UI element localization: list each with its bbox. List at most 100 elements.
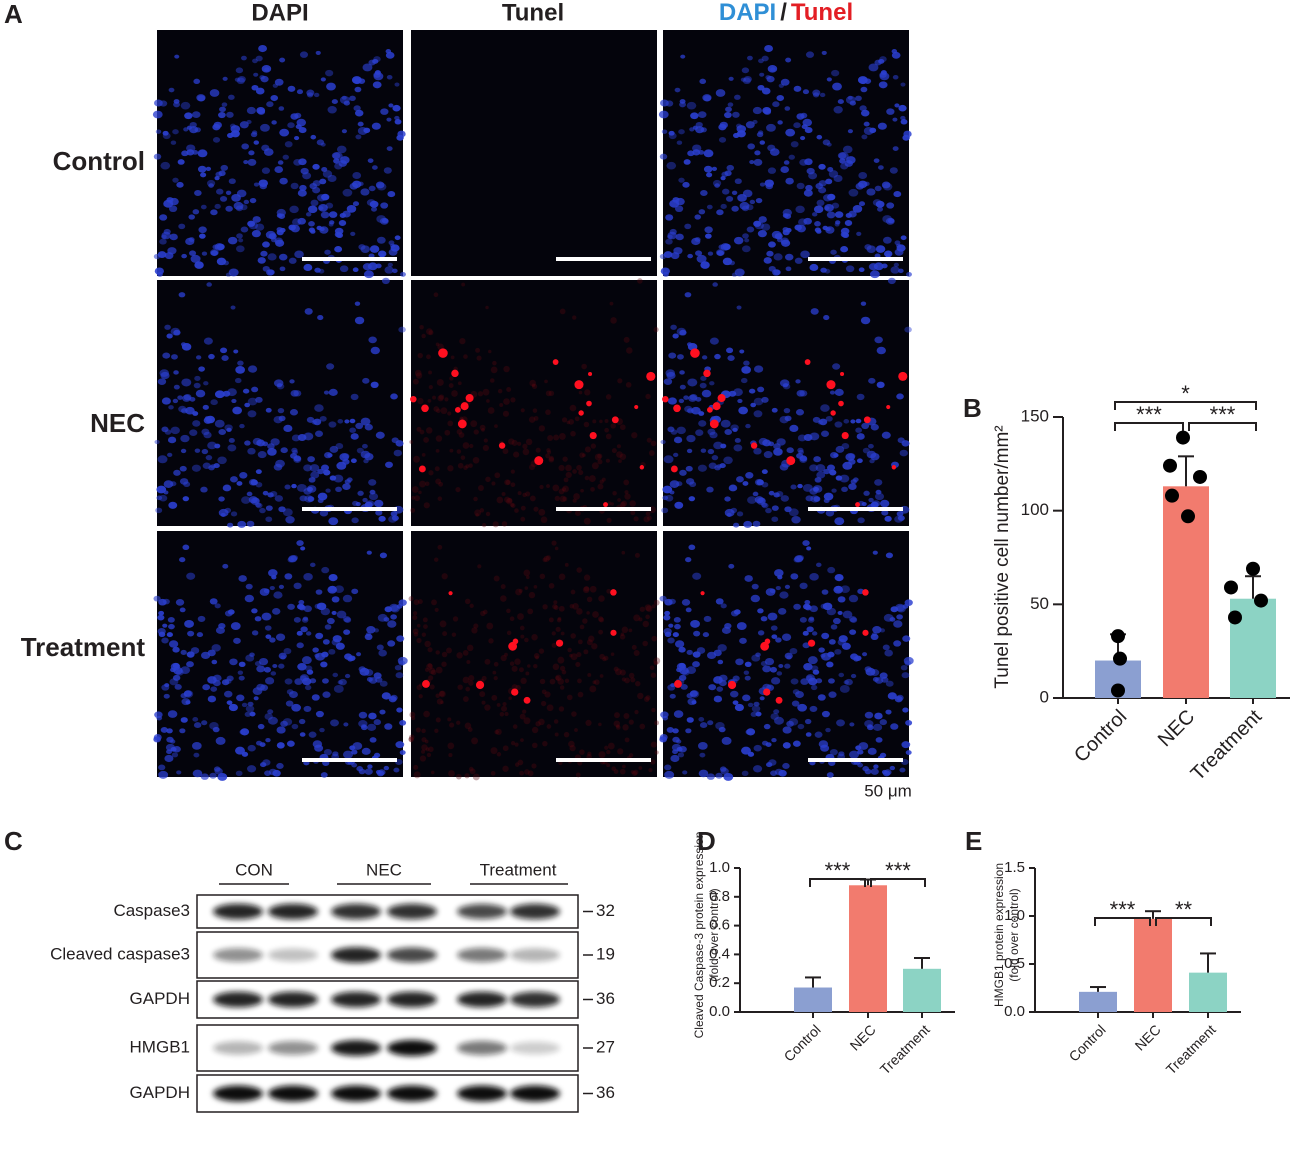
- nucleus: [320, 464, 330, 471]
- background-stain: [588, 475, 596, 483]
- nucleus: [744, 661, 752, 667]
- background-stain: [622, 764, 626, 769]
- nucleus: [863, 490, 870, 496]
- background-stain: [421, 632, 427, 637]
- nucleus: [678, 177, 685, 183]
- nucleus: [808, 172, 818, 180]
- nucleus: [198, 226, 207, 234]
- nucleus: [387, 620, 397, 628]
- nucleus: [886, 108, 895, 115]
- nucleus: [834, 517, 845, 526]
- nucleus: [167, 617, 175, 623]
- nucleus: [297, 189, 307, 197]
- nucleus: [758, 216, 767, 223]
- nucleus: [285, 700, 294, 707]
- nucleus: [713, 695, 723, 703]
- nucleus: [761, 469, 768, 475]
- nucleus: [719, 121, 728, 129]
- nucleus: [398, 660, 406, 666]
- background-stain: [628, 628, 633, 633]
- nucleus: [759, 696, 765, 701]
- nucleus: [309, 464, 320, 472]
- background-stain: [582, 618, 588, 624]
- nucleus: [366, 626, 376, 634]
- background-stain: [435, 342, 440, 347]
- nucleus: [383, 167, 392, 174]
- nucleus: [826, 772, 834, 778]
- nucleus: [251, 84, 259, 91]
- background-stain: [463, 465, 468, 471]
- nucleus: [272, 608, 281, 615]
- nucleus: [703, 165, 713, 173]
- nucleus: [181, 378, 192, 387]
- background-stain: [426, 328, 433, 335]
- nucleus: [707, 651, 717, 660]
- nucleus: [256, 107, 266, 115]
- nucleus: [700, 448, 707, 453]
- nucleus: [310, 229, 316, 234]
- nucleus: [828, 170, 839, 178]
- nucleus: [759, 182, 766, 187]
- nucleus: [816, 229, 822, 234]
- nucleus: [831, 488, 837, 493]
- nucleus: [328, 388, 338, 396]
- background-stain: [466, 659, 471, 664]
- nucleus: [290, 453, 298, 459]
- nucleus: [782, 227, 789, 233]
- nucleus: [308, 477, 316, 483]
- background-stain: [542, 604, 548, 610]
- background-stain: [633, 614, 641, 622]
- y-axis-label: HMGB1 protein expression: [992, 863, 1006, 1007]
- background-stain: [447, 420, 454, 427]
- nucleus: [834, 388, 844, 396]
- nucleus: [333, 474, 344, 483]
- nucleus: [768, 241, 776, 248]
- nucleus: [812, 92, 820, 98]
- nucleus: [790, 573, 799, 580]
- background-stain: [428, 746, 434, 753]
- panel-label: C: [4, 826, 23, 856]
- background-stain: [545, 390, 552, 397]
- background-stain: [457, 462, 464, 469]
- background-stain: [610, 652, 615, 656]
- nucleus: [800, 678, 809, 685]
- background-stain: [428, 370, 432, 375]
- nucleus: [720, 419, 731, 428]
- apoptotic-cell: [508, 641, 518, 651]
- nucleus: [856, 393, 865, 401]
- nucleus: [241, 496, 251, 504]
- background-stain: [569, 404, 577, 412]
- nucleus: [858, 742, 869, 750]
- nucleus: [276, 742, 285, 749]
- nucleus: [755, 711, 762, 717]
- nucleus: [719, 463, 726, 469]
- nucleus: [684, 292, 692, 298]
- nucleus: [709, 337, 719, 345]
- nucleus: [205, 455, 213, 461]
- header-part: DAPI: [719, 0, 776, 26]
- nucleus: [399, 720, 407, 726]
- apoptotic-cell: [804, 359, 811, 365]
- apoptotic-cell: [703, 369, 711, 378]
- background-stain: [628, 672, 635, 679]
- background-stain: [557, 656, 565, 664]
- nucleus: [284, 573, 293, 580]
- nucleus: [678, 398, 685, 404]
- nucleus: [257, 451, 267, 459]
- nucleus: [733, 388, 743, 397]
- background-stain: [579, 452, 585, 458]
- background-stain: [408, 736, 414, 743]
- nucleus: [197, 149, 208, 158]
- nucleus: [310, 471, 320, 479]
- nucleus: [900, 665, 908, 671]
- nucleus: [795, 690, 804, 699]
- nucleus: [284, 484, 291, 490]
- background-stain: [413, 771, 421, 779]
- nucleus: [212, 137, 221, 143]
- background-stain: [597, 459, 603, 465]
- apoptotic-cell: [670, 465, 678, 473]
- panel-label: A: [4, 0, 23, 29]
- nucleus: [676, 739, 682, 744]
- background-stain: [426, 752, 432, 758]
- nucleus: [826, 464, 836, 471]
